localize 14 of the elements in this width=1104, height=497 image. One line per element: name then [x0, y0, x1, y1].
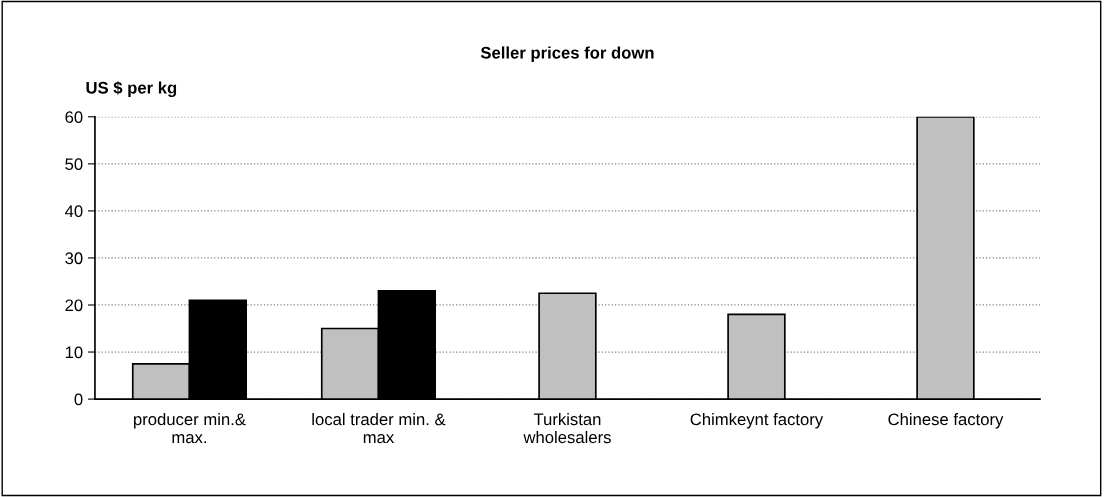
x-tick-label: Chimkeynt factory: [690, 412, 824, 429]
y-tick-label: 50: [65, 158, 83, 171]
x-tick-label: Turkistan wholesalers: [523, 412, 611, 444]
y-axis-title: US $ per kg: [86, 81, 177, 98]
y-tick-label: 30: [65, 252, 83, 265]
x-tick-label: Chinese factory: [888, 412, 1004, 429]
y-tick-label: 20: [65, 299, 83, 312]
y-tick-label: 0: [74, 393, 83, 406]
y-tick-label: 60: [65, 111, 83, 123]
y-tick-label: 40: [64, 205, 83, 218]
x-tick-label: producer min.& max.: [134, 412, 246, 444]
x-tick-label: local trader min. & max: [312, 412, 446, 444]
chart-title: Seller prices for down: [480, 46, 654, 62]
y-tick-label: 10: [65, 346, 83, 359]
